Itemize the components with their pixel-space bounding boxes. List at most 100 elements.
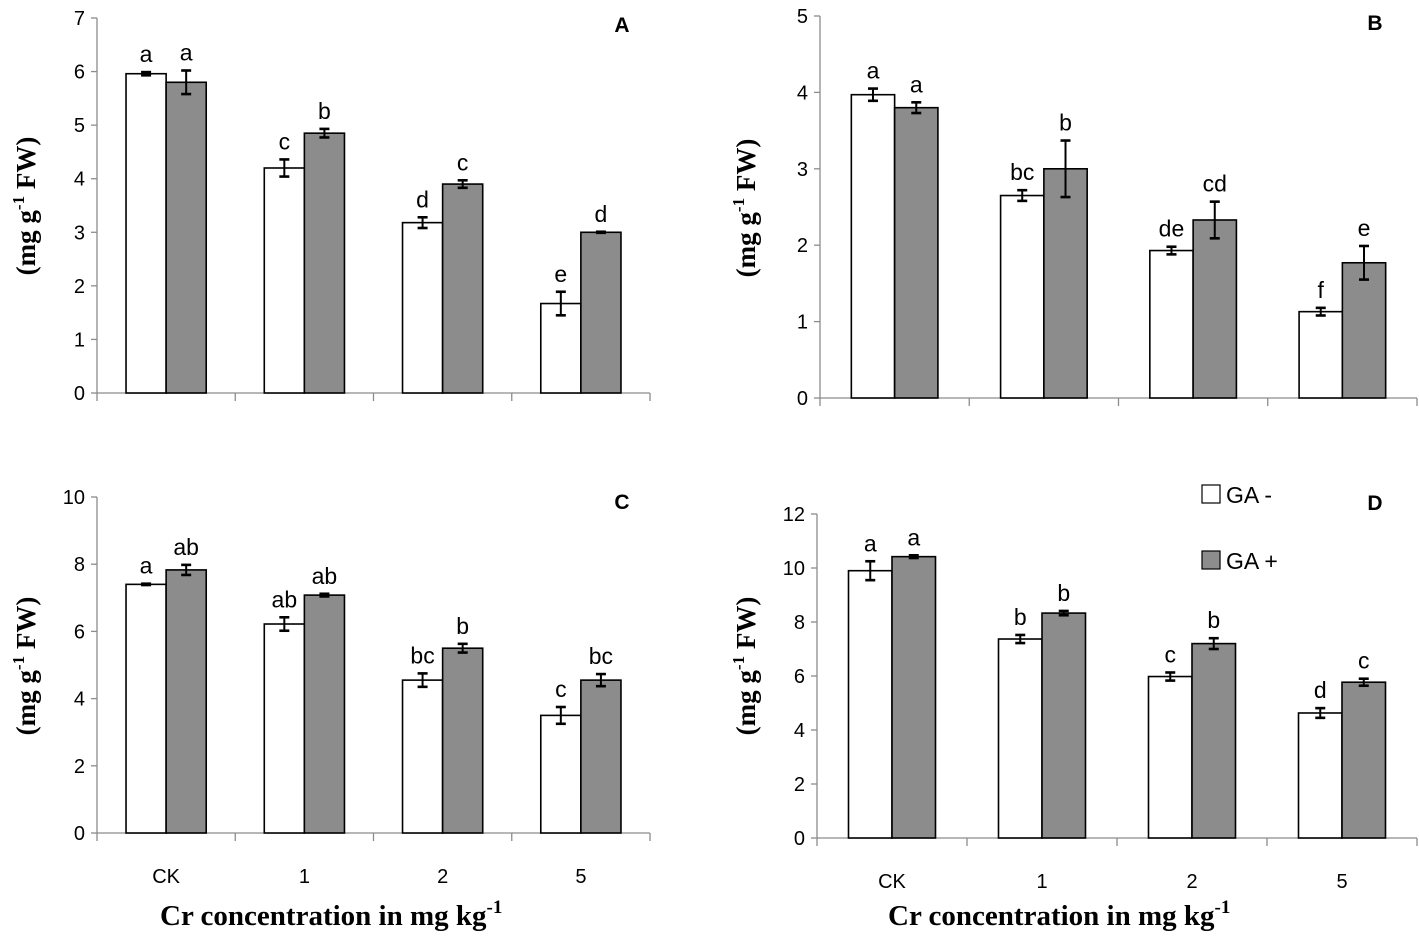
significance-letter: e <box>554 261 567 287</box>
bar-ga-plus-5 <box>1341 681 1387 839</box>
panel-label: D <box>1367 492 1382 515</box>
x-tick-label: CK <box>152 866 180 888</box>
x-tick-label: 5 <box>1336 871 1347 893</box>
error-bar <box>555 705 566 726</box>
y-tick-label: 10 <box>783 558 805 580</box>
error-bar <box>417 215 428 230</box>
x-tick-label: 1 <box>1036 871 1047 893</box>
significance-letter: ab <box>173 534 199 560</box>
error-bar <box>319 127 330 139</box>
error-bar <box>595 230 606 235</box>
y-tick-label: 2 <box>74 756 85 778</box>
error-bar <box>1315 306 1326 317</box>
x-tick-label: 5 <box>575 866 586 888</box>
bar-ga-minus-ck <box>125 72 167 394</box>
significance-letter: b <box>1207 607 1220 633</box>
error-bar <box>555 290 566 317</box>
y-tick-label: 6 <box>74 62 85 84</box>
error-bar <box>457 179 468 190</box>
x-tick-label: CK <box>878 871 906 893</box>
error-bar <box>908 554 919 560</box>
bar-ga-plus-5 <box>580 231 622 394</box>
bar-ga-plus-2 <box>1191 642 1237 839</box>
bar-ga-minus-2 <box>1149 249 1194 399</box>
x-tick-label: 1 <box>299 866 310 888</box>
y-tick-label: 5 <box>74 115 85 137</box>
significance-letter: bc <box>1010 159 1034 185</box>
bar-ga-plus-1 <box>303 132 346 394</box>
bar-ga-minus-ck <box>125 583 167 834</box>
y-tick-label: 1 <box>74 329 85 351</box>
panel-d: 0 2 4 6 8 10 12 a a CK b b 1 c b 2 d c 5 D (mg g-1 FW) <box>729 492 1418 893</box>
bar-ga-minus-1 <box>999 194 1045 399</box>
error-bar <box>595 672 606 688</box>
x-tick-label: 2 <box>1186 871 1197 893</box>
error-bar <box>867 87 878 103</box>
error-bar <box>457 642 468 654</box>
y-tick-label: 0 <box>794 828 805 850</box>
legend: GA - GA + <box>1201 482 1278 574</box>
error-bar <box>1166 245 1177 256</box>
significance-letter: cd <box>1203 171 1227 197</box>
significance-letter: b <box>1057 580 1070 606</box>
bar-ga-plus-1 <box>1043 168 1088 399</box>
error-bar <box>181 563 192 577</box>
bar-ga-plus-5 <box>580 679 622 834</box>
x-axis-title-right: Cr concentration in mg kg-1 <box>888 897 1230 932</box>
error-bar <box>141 582 152 587</box>
error-bar <box>1209 200 1220 240</box>
significance-letter: a <box>864 530 877 556</box>
y-axis-title: (mg g-1 FW) <box>729 139 761 278</box>
significance-letter: de <box>1159 216 1185 242</box>
panel-label: C <box>614 491 629 514</box>
bar-ga-plus-ck <box>893 106 939 399</box>
y-tick-label: 5 <box>797 6 808 28</box>
significance-letter: c <box>279 128 291 154</box>
significance-letter: d <box>595 201 608 227</box>
bar-ga-minus-5 <box>1297 712 1343 839</box>
significance-letter: b <box>1014 604 1027 630</box>
bar-ga-minus-1 <box>263 167 306 394</box>
significance-letter: bc <box>589 643 613 669</box>
y-tick-label: 0 <box>797 388 808 410</box>
y-tick-label: 4 <box>794 720 805 742</box>
y-axis-title: (mg g-1 FW) <box>9 597 41 736</box>
bar-ga-minus-1 <box>997 638 1043 839</box>
panel-label: B <box>1367 12 1382 35</box>
bar-ga-minus-5 <box>539 714 582 834</box>
bar-ga-plus-2 <box>441 183 484 394</box>
error-bar <box>1315 706 1326 720</box>
panel-a: 0 1 2 3 4 5 6 7 a a c b d c e d A (mg g-1 FW) <box>9 8 651 405</box>
x-tick-label: 2 <box>437 866 448 888</box>
error-bar <box>1208 636 1219 651</box>
y-tick-label: 3 <box>797 159 808 181</box>
error-bar <box>865 559 876 582</box>
error-bar <box>1060 139 1071 199</box>
error-bar <box>1165 671 1176 682</box>
bar-ga-minus-2 <box>401 679 444 834</box>
bar-ga-plus-1 <box>1041 612 1087 839</box>
bar-ga-plus-2 <box>1192 219 1238 399</box>
significance-letter: d <box>416 186 429 212</box>
error-bar <box>1359 244 1370 281</box>
bar-ga-minus-ck <box>847 569 893 839</box>
bar-ga-minus-1 <box>263 623 306 834</box>
y-tick-label: 8 <box>794 612 805 634</box>
y-tick-label: 6 <box>74 621 85 643</box>
significance-letter: a <box>140 553 153 579</box>
y-tick-label: 2 <box>797 235 808 257</box>
bar-ga-plus-ck <box>891 555 937 839</box>
significance-letter: f <box>1318 277 1325 303</box>
bar-ga-plus-ck <box>165 81 208 394</box>
y-tick-label: 0 <box>74 823 85 845</box>
y-tick-label: 2 <box>74 276 85 298</box>
y-tick-label: 8 <box>74 554 85 576</box>
bar-ga-plus-2 <box>441 647 484 834</box>
bar-ga-minus-ck <box>850 93 896 399</box>
y-tick-label: 4 <box>74 689 85 711</box>
error-bar <box>141 70 152 77</box>
error-bar <box>279 158 290 178</box>
significance-letter: d <box>1314 677 1327 703</box>
